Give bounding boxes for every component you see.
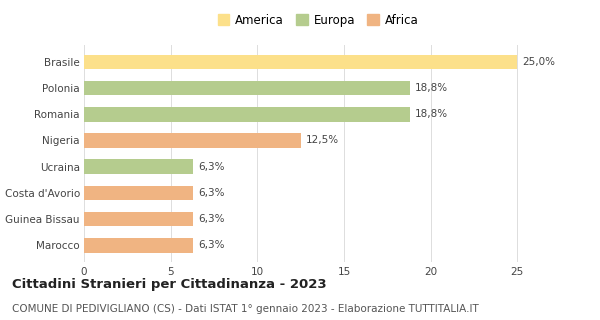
Text: 6,3%: 6,3% bbox=[199, 214, 225, 224]
Text: COMUNE DI PEDIVIGLIANO (CS) - Dati ISTAT 1° gennaio 2023 - Elaborazione TUTTITAL: COMUNE DI PEDIVIGLIANO (CS) - Dati ISTAT… bbox=[12, 304, 479, 314]
Bar bbox=[84, 81, 410, 95]
Bar bbox=[84, 238, 193, 252]
Text: 25,0%: 25,0% bbox=[523, 57, 556, 67]
Bar bbox=[84, 186, 193, 200]
Bar bbox=[84, 55, 517, 69]
Text: 6,3%: 6,3% bbox=[199, 240, 225, 250]
Text: Cittadini Stranieri per Cittadinanza - 2023: Cittadini Stranieri per Cittadinanza - 2… bbox=[12, 278, 326, 292]
Text: 6,3%: 6,3% bbox=[199, 188, 225, 198]
Bar bbox=[84, 159, 193, 174]
Bar bbox=[84, 107, 410, 122]
Text: 18,8%: 18,8% bbox=[415, 83, 448, 93]
Text: 6,3%: 6,3% bbox=[199, 162, 225, 172]
Text: 18,8%: 18,8% bbox=[415, 109, 448, 119]
Text: 12,5%: 12,5% bbox=[306, 135, 339, 146]
Legend: America, Europa, Africa: America, Europa, Africa bbox=[213, 9, 423, 32]
Bar bbox=[84, 133, 301, 148]
Bar bbox=[84, 212, 193, 226]
